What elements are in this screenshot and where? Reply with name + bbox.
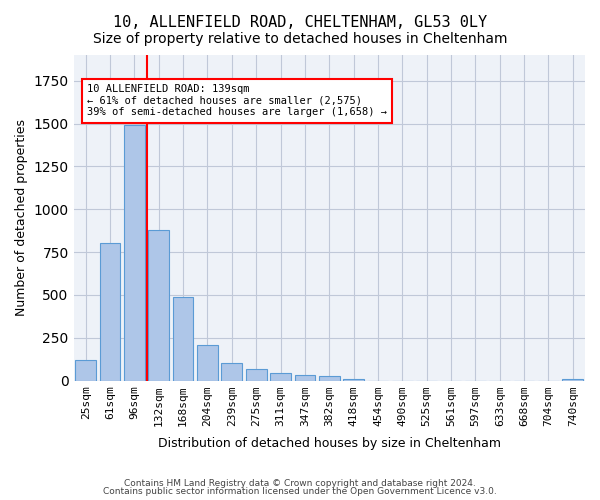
Text: Size of property relative to detached houses in Cheltenham: Size of property relative to detached ho… [93,32,507,46]
Text: Contains HM Land Registry data © Crown copyright and database right 2024.: Contains HM Land Registry data © Crown c… [124,478,476,488]
Bar [221,362,242,380]
Bar [562,379,583,380]
Bar [148,230,169,380]
Bar [76,360,96,380]
Bar [319,376,340,380]
X-axis label: Distribution of detached houses by size in Cheltenham: Distribution of detached houses by size … [158,437,501,450]
Text: 10, ALLENFIELD ROAD, CHELTENHAM, GL53 0LY: 10, ALLENFIELD ROAD, CHELTENHAM, GL53 0L… [113,15,487,30]
Bar [343,379,364,380]
Bar [100,244,121,380]
Bar [124,125,145,380]
Text: 10 ALLENFIELD ROAD: 139sqm
← 61% of detached houses are smaller (2,575)
39% of s: 10 ALLENFIELD ROAD: 139sqm ← 61% of deta… [87,84,387,117]
Bar [246,370,266,380]
Text: Contains public sector information licensed under the Open Government Licence v3: Contains public sector information licen… [103,487,497,496]
Bar [173,296,193,380]
Bar [197,346,218,380]
Bar [295,375,315,380]
Y-axis label: Number of detached properties: Number of detached properties [15,120,28,316]
Bar [270,374,291,380]
